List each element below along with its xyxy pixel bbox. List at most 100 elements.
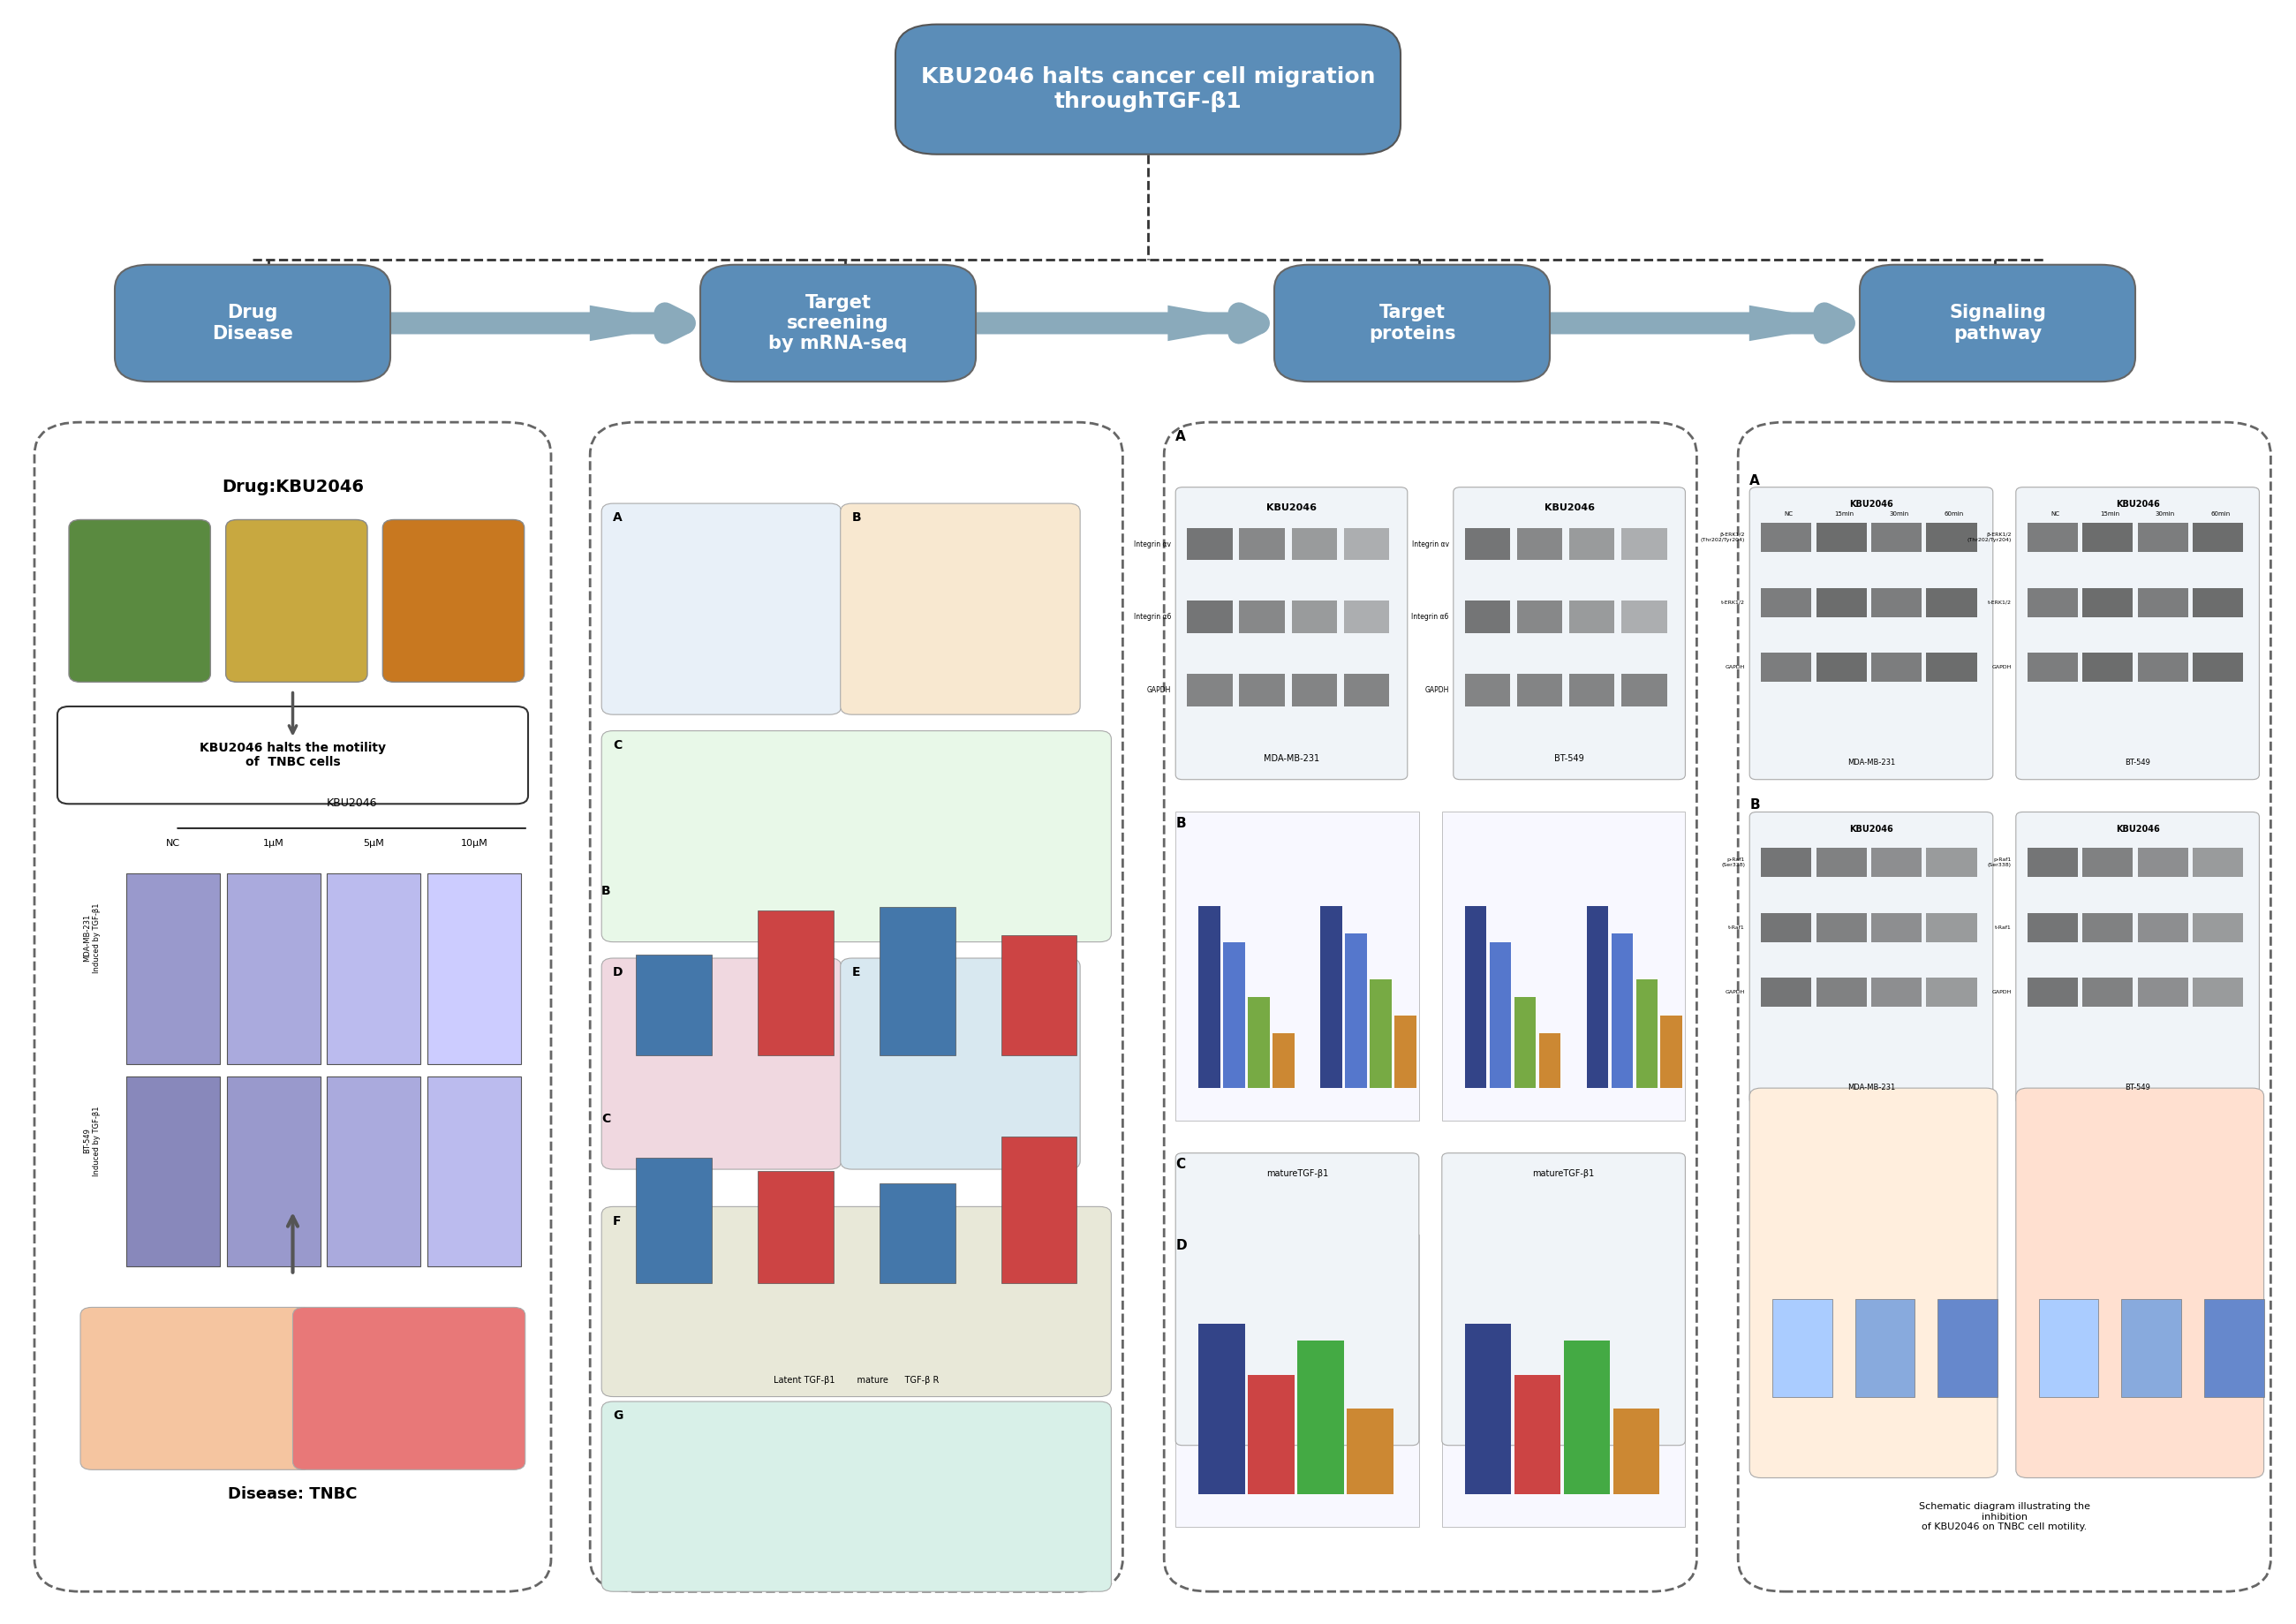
FancyBboxPatch shape (1453, 487, 1685, 780)
Text: GAPDH: GAPDH (1991, 666, 2011, 669)
Bar (1871, 523, 1922, 552)
Bar (1240, 674, 1286, 706)
Bar (1761, 978, 1812, 1007)
Text: BT-549: BT-549 (2124, 758, 2151, 767)
Bar (1465, 528, 1511, 560)
Bar (1816, 653, 1867, 682)
Bar (2027, 523, 2078, 552)
Bar (1816, 523, 1867, 552)
Bar (1938, 1299, 1998, 1397)
FancyBboxPatch shape (840, 958, 1079, 1169)
Text: BT-549: BT-549 (1554, 755, 1584, 763)
Bar (1249, 1374, 1295, 1494)
FancyBboxPatch shape (700, 265, 976, 382)
FancyBboxPatch shape (383, 520, 523, 682)
Bar (1816, 848, 1867, 877)
Bar (1465, 674, 1511, 706)
Bar (2027, 848, 2078, 877)
FancyBboxPatch shape (590, 422, 1123, 1592)
Text: Integrin αv: Integrin αv (1412, 541, 1449, 547)
Bar (427, 874, 521, 1064)
Bar (1612, 934, 1632, 1088)
Bar (1635, 979, 1658, 1088)
Text: 5μM: 5μM (363, 840, 383, 848)
Bar (1518, 528, 1564, 560)
Polygon shape (590, 305, 693, 341)
Text: Latent TGF-β1        mature      TGF-β R: Latent TGF-β1 mature TGF-β R (774, 1376, 939, 1385)
Text: MDA-MB-231: MDA-MB-231 (1848, 758, 1894, 767)
Bar (1570, 528, 1614, 560)
Bar (1570, 601, 1614, 633)
Bar (1926, 848, 1977, 877)
Bar (1224, 942, 1244, 1088)
Text: GAPDH: GAPDH (1724, 666, 1745, 669)
Bar (1320, 906, 1341, 1088)
Bar (879, 1124, 955, 1283)
Bar (1871, 653, 1922, 682)
Bar (1187, 528, 1233, 560)
Text: A: A (613, 512, 622, 525)
Text: 60min: 60min (1945, 512, 1963, 516)
Bar (1761, 588, 1812, 617)
Bar (1518, 674, 1564, 706)
Bar (326, 1077, 420, 1267)
Bar (2039, 1299, 2099, 1397)
Bar (2082, 848, 2133, 877)
Polygon shape (1169, 305, 1267, 341)
Bar (1240, 601, 1286, 633)
FancyBboxPatch shape (1164, 422, 1697, 1592)
Text: GAPDH: GAPDH (1424, 687, 1449, 693)
Bar (1290, 528, 1336, 560)
Text: BT-549
Induced by TGF-β1: BT-549 Induced by TGF-β1 (83, 1106, 101, 1176)
Bar (1187, 601, 1233, 633)
FancyBboxPatch shape (602, 731, 1111, 942)
Text: 15min: 15min (2101, 512, 2119, 516)
Text: KBU2046: KBU2046 (2115, 500, 2161, 508)
Bar (1249, 997, 1270, 1088)
FancyBboxPatch shape (225, 520, 367, 682)
Bar (2138, 848, 2188, 877)
Text: Disease: TNBC: Disease: TNBC (227, 1486, 358, 1502)
Bar (2082, 653, 2133, 682)
Text: p-Raf1
(Ser338): p-Raf1 (Ser338) (1988, 857, 2011, 867)
Text: Integrin α6: Integrin α6 (1412, 614, 1449, 620)
Text: G: G (613, 1410, 622, 1423)
Bar (1871, 913, 1922, 942)
FancyBboxPatch shape (80, 1307, 312, 1470)
Bar (2193, 913, 2243, 942)
Text: β-ERK1/2
(Thr202/Tyr204): β-ERK1/2 (Thr202/Tyr204) (1701, 533, 1745, 542)
Text: 30min: 30min (1890, 512, 1908, 516)
Bar (1442, 1234, 1685, 1527)
Bar (1176, 812, 1419, 1121)
FancyBboxPatch shape (1750, 1088, 1998, 1478)
Bar (983, 312, 1169, 335)
Bar (2027, 978, 2078, 1007)
Text: KBU2046: KBU2046 (2115, 825, 2161, 833)
Bar (427, 1077, 521, 1267)
Text: A: A (1750, 474, 1761, 487)
Text: MDA-MB-231
Induced by TGF-β1: MDA-MB-231 Induced by TGF-β1 (83, 903, 101, 973)
Text: Integrin α6: Integrin α6 (1134, 614, 1171, 620)
Bar (1871, 588, 1922, 617)
Bar (1587, 906, 1607, 1088)
Text: KBU2046 halts cancer cell migration
throughTGF-β1: KBU2046 halts cancer cell migration thro… (921, 67, 1375, 112)
Text: C: C (1176, 1158, 1185, 1171)
Bar (1816, 913, 1867, 942)
Text: MDA-MB-231: MDA-MB-231 (1848, 1083, 1894, 1091)
Bar (758, 1186, 833, 1283)
FancyBboxPatch shape (1176, 1153, 1419, 1445)
Bar (326, 874, 420, 1064)
Text: E: E (852, 966, 861, 979)
FancyBboxPatch shape (1750, 812, 1993, 1104)
Text: β-ERK1/2
(Thr202/Tyr204): β-ERK1/2 (Thr202/Tyr204) (1968, 533, 2011, 542)
Bar (1621, 674, 1667, 706)
Bar (1442, 812, 1685, 1121)
Bar (636, 1142, 712, 1283)
Bar (879, 934, 955, 1056)
Text: KBU2046 halts the motility
of  TNBC cells: KBU2046 halts the motility of TNBC cells (200, 742, 386, 768)
Bar (636, 898, 712, 1056)
Bar (1816, 978, 1867, 1007)
Text: B: B (1750, 799, 1759, 812)
Text: KBU2046: KBU2046 (1267, 503, 1316, 512)
Bar (1816, 588, 1867, 617)
